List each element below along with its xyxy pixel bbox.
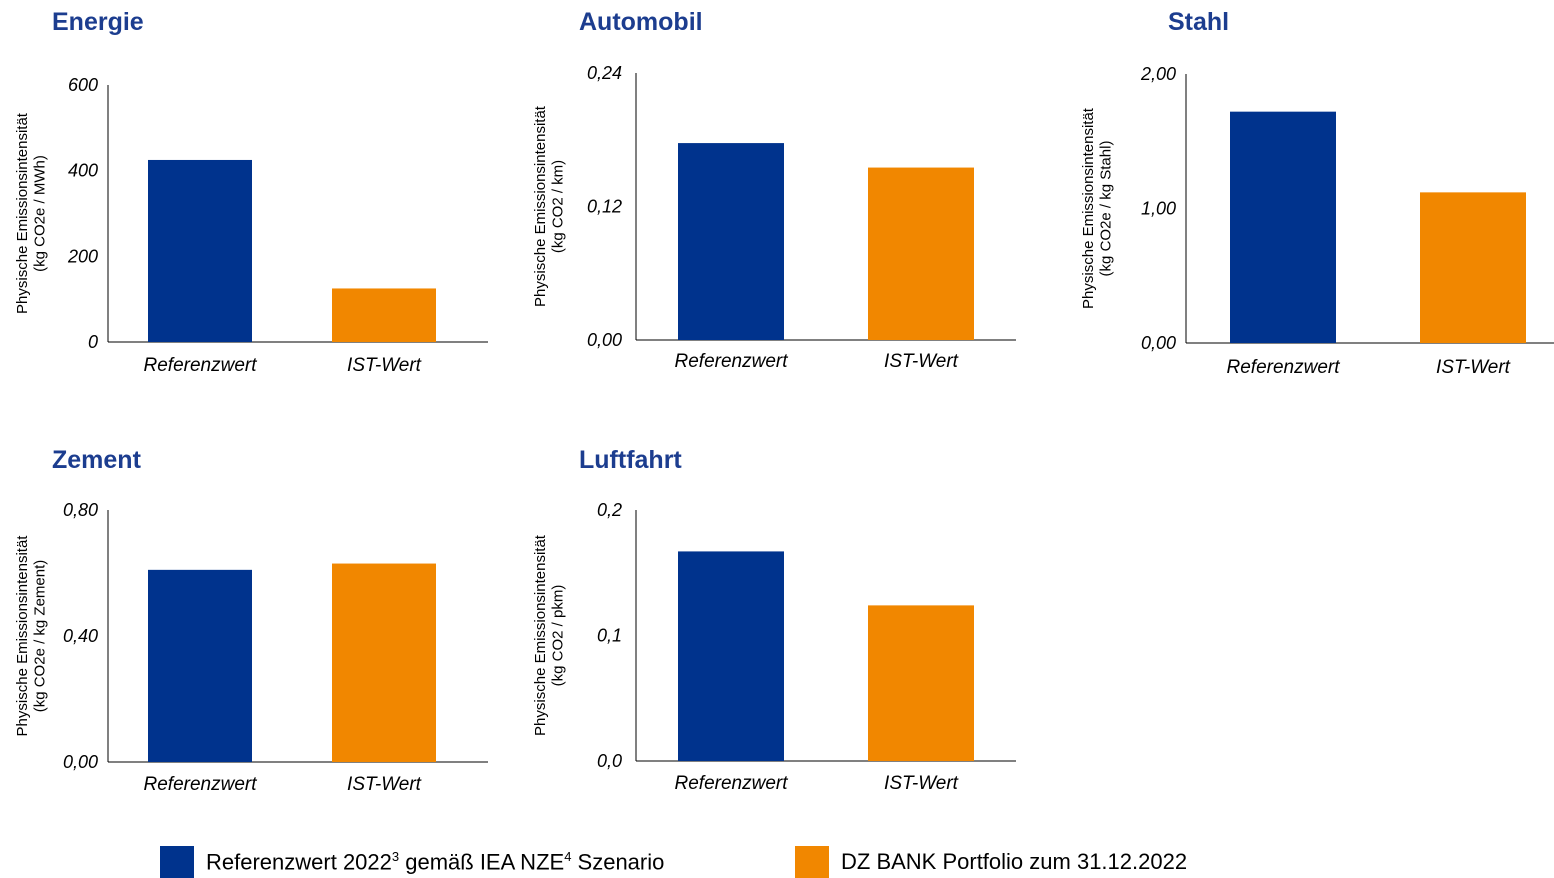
- y-tick-label: 600: [68, 75, 98, 95]
- x-category-label: Referenzwert: [144, 355, 258, 376]
- bar-ist-wert: [868, 605, 974, 761]
- bar-referenzwert: [148, 569, 252, 762]
- x-category-label: Referenzwert: [144, 774, 258, 795]
- x-category-label: Referenzwert: [675, 351, 789, 372]
- chart-energie: Energie 0 200 400 600 Referenzwert IST-Wert Ph…: [0, 0, 500, 400]
- y-axis-label-line: Physische Emissionsintensität: [1080, 107, 1097, 309]
- bar-referenzwert: [678, 143, 784, 340]
- y-axis-label-line: (kg CO2 / km): [549, 160, 566, 253]
- y-axis-label-line: Physische Emissionsintensität: [14, 112, 31, 314]
- y-axis-label: Physische Emissionsintensität(kg CO2e / …: [14, 112, 48, 314]
- y-tick-label: 0,00: [63, 752, 98, 772]
- panel-title: Stahl: [1168, 8, 1230, 36]
- chart-svg: 0,0 0,1 0,2 Referenzwert IST-Wert Physische E…: [532, 500, 1016, 794]
- y-axis-label: Physische Emissionsintensität(kg CO2 / k…: [532, 105, 566, 307]
- chart-automobil: Automobil 0,00 0,12 0,24 Referenzwert IST-We…: [520, 0, 1020, 400]
- bar-referenzwert: [1230, 111, 1336, 343]
- legend-label-ist: DZ BANK Portfolio zum 31.12.2022: [841, 849, 1188, 874]
- chart-zement: Zement 0,00 0,40 0,80 Referenzwert IST-Wert P…: [0, 440, 500, 820]
- x-category-label: IST-Wert: [884, 773, 959, 794]
- y-axis-label-line: Physische Emissionsintensität: [532, 534, 549, 736]
- y-axis-label-line: (kg CO2e / kg Zement): [31, 560, 48, 713]
- y-axis-label: Physische Emissionsintensität(kg CO2e / …: [14, 535, 48, 737]
- legend-label-referenz: Referenzwert 20223 gemäß IEA NZE4 Szenar…: [206, 849, 664, 875]
- y-tick-label: 400: [68, 161, 98, 181]
- chart-svg: 0,00 1,00 2,00 Referenzwert IST-Wert Physisch…: [1080, 64, 1554, 378]
- bar-ist-wert: [868, 167, 974, 340]
- y-axis-label-line: (kg CO2 / pkm): [549, 585, 566, 687]
- legend-swatch-ist: [795, 846, 829, 878]
- chart-stahl: Stahl 0,00 1,00 2,00 Referenzwert IST-Wert Ph…: [1070, 0, 1554, 400]
- chart-svg: 0,00 0,40 0,80 Referenzwert IST-Wert Physisch…: [14, 500, 488, 795]
- legend: Referenzwert 20223 gemäß IEA NZE4 Szenar…: [160, 846, 1400, 878]
- panel-title: Energie: [52, 8, 144, 36]
- x-category-label: IST-Wert: [884, 351, 959, 372]
- x-category-label: Referenzwert: [675, 773, 789, 794]
- footnote-ref: 4: [564, 848, 572, 864]
- legend-text-part: Referenzwert 2022: [206, 849, 392, 875]
- y-tick-label: 0,2: [597, 500, 622, 520]
- y-tick-label: 0,12: [587, 197, 622, 217]
- x-category-label: IST-Wert: [347, 774, 422, 795]
- panel-title: Zement: [52, 446, 141, 474]
- legend-text-part: gemäß IEA NZE: [399, 849, 565, 875]
- y-tick-label: 1,00: [1141, 199, 1176, 219]
- legend-item-ist: DZ BANK Portfolio zum 31.12.2022: [795, 846, 1187, 878]
- y-tick-label: 2,00: [1140, 64, 1176, 84]
- x-category-label: IST-Wert: [1436, 357, 1511, 378]
- panel-title: Automobil: [579, 8, 703, 36]
- y-tick-label: 0,24: [587, 63, 622, 83]
- y-tick-label: 0,80: [63, 500, 98, 520]
- legend-item-referenz: Referenzwert 20223 gemäß IEA NZE4 Szenar…: [160, 846, 664, 878]
- y-tick-label: 0,0: [597, 751, 622, 771]
- x-category-label: Referenzwert: [1227, 357, 1341, 378]
- legend-swatch-referenz: [160, 846, 194, 878]
- bar-referenzwert: [678, 551, 784, 761]
- y-axis-label-line: (kg CO2e / kg Stahl): [1097, 141, 1114, 277]
- footnote-ref: 3: [391, 848, 400, 864]
- y-axis-label: Physische Emissionsintensität(kg CO2e / …: [1080, 107, 1114, 309]
- y-axis-label-line: Physische Emissionsintensität: [14, 535, 31, 737]
- x-category-label: IST-Wert: [347, 355, 422, 376]
- bar-referenzwert: [148, 159, 252, 342]
- bar-ist-wert: [332, 563, 436, 762]
- y-tick-label: 0,00: [1141, 333, 1176, 353]
- panel-title: Luftfahrt: [579, 446, 682, 474]
- y-tick-label: 0,00: [587, 330, 622, 350]
- bar-ist-wert: [332, 288, 436, 342]
- y-axis-label-line: (kg CO2e / MWh): [31, 155, 48, 272]
- chart-svg: 0,00 0,12 0,24 Referenzwert IST-Wert Physisch…: [532, 63, 1016, 372]
- y-tick-label: 0,1: [597, 626, 622, 646]
- bar-ist-wert: [1420, 192, 1526, 343]
- y-tick-label: 200: [67, 246, 98, 266]
- y-tick-label: 0: [88, 332, 98, 352]
- chart-svg: 0 200 400 600 Referenzwert IST-Wert Physische …: [14, 75, 488, 376]
- y-tick-label: 0,40: [63, 626, 98, 646]
- legend-text-part: Szenario: [571, 849, 665, 875]
- y-axis-label-line: Physische Emissionsintensität: [532, 105, 549, 307]
- chart-luftfahrt: Luftfahrt 0,0 0,1 0,2 Referenzwert IST-Wert P…: [520, 440, 1020, 820]
- y-axis-label: Physische Emissionsintensität(kg CO2 / p…: [532, 534, 566, 736]
